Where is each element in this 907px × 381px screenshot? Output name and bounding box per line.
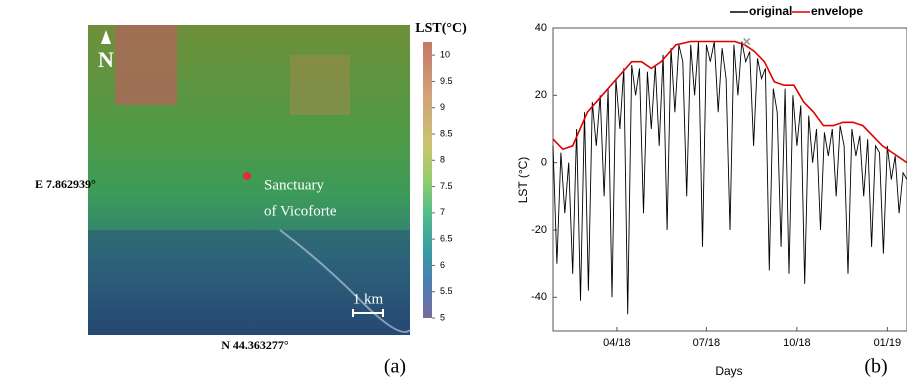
map-river <box>279 229 411 333</box>
legend-label: envelope <box>811 4 863 18</box>
colorbar-tick-label: 9.5 <box>440 76 453 86</box>
scale-label: 1 km <box>353 291 384 307</box>
map-marker <box>243 172 251 180</box>
panel-label: (b) <box>864 356 887 378</box>
lon-label: E 7.862939° <box>35 177 96 191</box>
colorbar-tick-label: 6.5 <box>440 234 453 244</box>
plot-frame <box>552 27 907 332</box>
y-tick-label: -40 <box>531 291 547 303</box>
map-hot-area <box>115 25 177 105</box>
colorbar-tick-label: 8.5 <box>440 128 453 138</box>
y-tick-label: 0 <box>541 157 547 169</box>
chart: Days LST (°C) (b) <box>516 27 907 378</box>
y-tick-label: -20 <box>531 224 547 236</box>
colorbar-tick-label: 10 <box>440 50 450 60</box>
map-warm-area <box>290 55 350 115</box>
panel-label: (a) <box>384 356 406 378</box>
colorbar-tick-label: 7 <box>440 207 445 217</box>
colorbar-tick-label: 8 <box>440 155 445 165</box>
x-tick-label: 04/18 <box>603 337 631 349</box>
colorbar-tick-label: 5.5 <box>440 286 453 296</box>
x-tick-label: 10/18 <box>783 337 811 349</box>
y-tick-label: 20 <box>535 89 547 101</box>
colorbar-tick-label: 7.5 <box>440 181 453 191</box>
map: N Sanctuary of Vicoforte 1 km E 7.862939… <box>35 21 467 377</box>
y-tick-label: 40 <box>535 22 547 34</box>
lat-label: N 44.363277° <box>221 338 289 352</box>
legend-label: original <box>749 4 792 18</box>
colorbar-title: LST(°C) <box>415 21 467 36</box>
series-line <box>552 40 907 164</box>
north-label: N <box>98 47 114 72</box>
colorbar-tick-label: 6 <box>440 260 445 270</box>
x-tick-label: 01/19 <box>874 337 902 349</box>
colorbar-tick-label: 9 <box>440 102 445 112</box>
scale-bar <box>352 309 384 317</box>
map-cool-area <box>88 230 410 335</box>
place-label: Sanctuary <box>264 177 324 193</box>
y-axis-label: LST (°C) <box>516 157 530 204</box>
x-axis-label: Days <box>715 364 742 378</box>
max-marker <box>743 37 751 45</box>
x-tick-label: 07/18 <box>693 337 721 349</box>
colorbar <box>423 42 432 318</box>
north-arrow <box>101 30 111 44</box>
colorbar-tick-label: 5 <box>440 312 445 322</box>
series-line <box>552 41 907 315</box>
place-label: of Vicoforte <box>264 203 337 219</box>
